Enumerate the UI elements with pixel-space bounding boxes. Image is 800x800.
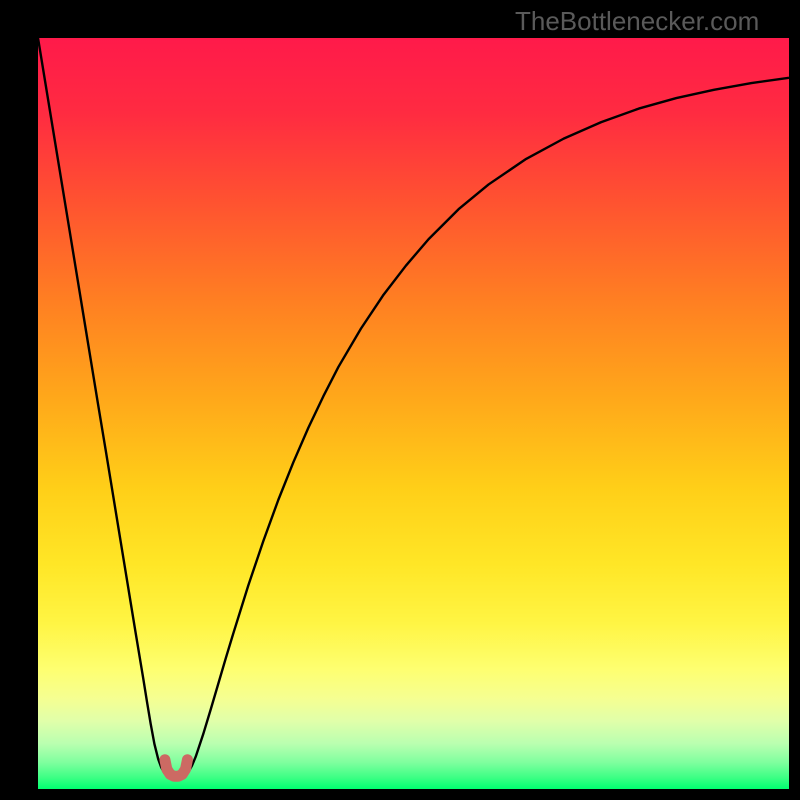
chart-svg xyxy=(38,38,789,789)
watermark-text: TheBottlenecker.com xyxy=(515,6,759,37)
plot-area xyxy=(38,38,789,789)
bottleneck-curve-right xyxy=(185,78,789,776)
bottleneck-curve-left xyxy=(38,38,167,775)
bottom-u-marker xyxy=(165,760,188,777)
